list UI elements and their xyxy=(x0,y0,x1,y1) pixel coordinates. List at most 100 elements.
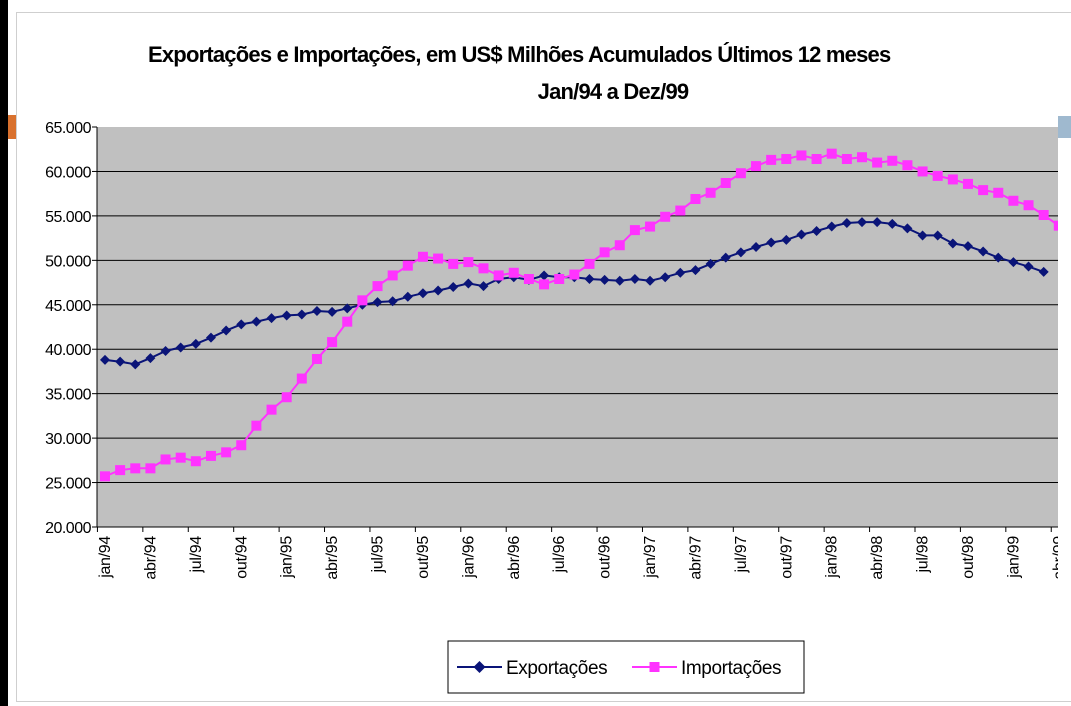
y-tick-label: 60.000 xyxy=(45,164,92,181)
data-point-exportacoes xyxy=(947,238,958,249)
data-point-importacoes xyxy=(614,240,625,251)
data-point-importacoes xyxy=(448,258,459,269)
data-point-exportacoes xyxy=(205,332,216,343)
data-point-exportacoes xyxy=(387,296,398,307)
x-tick-label: jan/95 xyxy=(279,536,296,579)
data-point-importacoes xyxy=(645,221,656,232)
x-tick-label: abr/99 xyxy=(1051,536,1068,580)
data-point-importacoes xyxy=(175,452,186,463)
data-point-importacoes xyxy=(372,281,383,292)
y-tick-label: 30.000 xyxy=(45,431,92,448)
data-point-importacoes xyxy=(796,150,807,161)
data-point-exportacoes xyxy=(251,316,262,327)
x-tick-label: jul/94 xyxy=(188,536,205,574)
data-point-exportacoes xyxy=(720,252,731,263)
data-point-exportacoes xyxy=(660,272,671,283)
data-point-exportacoes xyxy=(433,285,444,296)
data-point-importacoes xyxy=(311,354,322,364)
data-point-importacoes xyxy=(205,450,216,461)
data-point-exportacoes xyxy=(281,310,292,321)
data-point-importacoes xyxy=(387,270,398,281)
legend-marker-importacoes xyxy=(649,662,660,672)
data-point-exportacoes xyxy=(221,325,232,336)
data-point-exportacoes xyxy=(766,237,777,248)
x-tick-label: jan/97 xyxy=(642,536,659,579)
data-point-importacoes xyxy=(296,373,307,384)
data-point-exportacoes xyxy=(917,230,928,241)
data-point-importacoes xyxy=(887,155,898,166)
data-point-importacoes xyxy=(463,257,474,268)
data-point-importacoes xyxy=(917,166,928,177)
data-point-importacoes xyxy=(357,295,368,306)
data-point-exportacoes xyxy=(962,241,973,252)
legend: Exportações Importações xyxy=(447,640,805,694)
data-point-importacoes xyxy=(493,270,504,281)
x-tick-label: jul/97 xyxy=(733,536,750,574)
data-point-exportacoes xyxy=(539,270,550,281)
data-point-importacoes xyxy=(100,471,110,482)
data-point-exportacoes xyxy=(130,359,141,370)
data-point-importacoes xyxy=(781,154,792,164)
data-point-exportacoes xyxy=(296,309,307,320)
data-point-importacoes xyxy=(660,211,671,222)
data-point-exportacoes xyxy=(796,229,807,240)
y-tick-label: 20.000 xyxy=(45,520,92,537)
data-point-importacoes xyxy=(826,148,837,159)
data-point-exportacoes xyxy=(236,319,247,330)
data-point-importacoes xyxy=(978,185,989,196)
y-tick-label: 65.000 xyxy=(45,120,92,137)
data-point-importacoes xyxy=(841,154,852,164)
data-point-exportacoes xyxy=(887,218,898,229)
data-point-importacoes xyxy=(902,160,913,171)
data-point-exportacoes xyxy=(584,274,595,284)
data-point-importacoes xyxy=(584,258,595,269)
data-point-exportacoes xyxy=(372,297,383,308)
series-line-importacoes xyxy=(104,152,1058,478)
data-point-exportacoes xyxy=(599,274,610,285)
data-point-importacoes xyxy=(281,392,292,403)
data-point-exportacoes xyxy=(645,275,656,286)
data-point-exportacoes xyxy=(735,247,746,258)
data-point-importacoes xyxy=(478,263,489,274)
data-point-importacoes xyxy=(221,447,232,458)
data-point-importacoes xyxy=(720,178,731,188)
data-point-importacoes xyxy=(1008,195,1019,206)
data-point-importacoes xyxy=(342,316,353,327)
data-point-exportacoes xyxy=(175,342,186,353)
data-point-importacoes xyxy=(417,251,428,262)
data-point-exportacoes xyxy=(690,265,701,276)
x-tick-label: abr/95 xyxy=(324,536,341,580)
data-point-exportacoes xyxy=(190,338,201,349)
x-tick-label: out/97 xyxy=(778,536,795,579)
data-point-importacoes xyxy=(402,260,413,271)
x-tick-label: out/94 xyxy=(233,536,250,579)
data-point-importacoes xyxy=(629,225,640,236)
data-point-exportacoes xyxy=(417,288,428,299)
data-point-importacoes xyxy=(705,187,716,198)
data-point-importacoes xyxy=(872,157,883,168)
data-point-importacoes xyxy=(508,267,519,278)
data-point-exportacoes xyxy=(115,356,126,367)
y-tick-label: 45.000 xyxy=(45,298,92,315)
data-point-exportacoes xyxy=(705,258,716,269)
frame-border-left xyxy=(16,12,17,702)
data-point-importacoes xyxy=(160,454,171,465)
data-point-importacoes xyxy=(554,274,565,284)
data-point-importacoes xyxy=(251,420,262,431)
x-axis-ticks: jan/94 abr/94 jul/94 out/94 jan/95 abr/95 jul/… xyxy=(96,527,1068,580)
y-axis-ticks: 65.000 60.000 55.000 50.000 45.000 40.000 35.0… xyxy=(45,120,97,537)
x-tick-label: abr/94 xyxy=(142,536,159,580)
x-tick-label: out/98 xyxy=(960,536,977,579)
data-point-importacoes xyxy=(115,465,126,476)
data-point-importacoes xyxy=(145,463,156,474)
data-point-exportacoes xyxy=(311,306,322,316)
data-point-exportacoes xyxy=(1008,257,1019,268)
chart-subtitle: Jan/94 a Dez/99 xyxy=(538,79,689,104)
x-tick-label: abr/98 xyxy=(869,536,886,580)
data-point-importacoes xyxy=(433,253,444,264)
data-point-importacoes xyxy=(962,178,973,189)
plot-area xyxy=(97,127,1058,527)
data-point-importacoes xyxy=(993,187,1004,198)
data-point-importacoes xyxy=(236,440,247,451)
data-point-importacoes xyxy=(690,194,701,204)
